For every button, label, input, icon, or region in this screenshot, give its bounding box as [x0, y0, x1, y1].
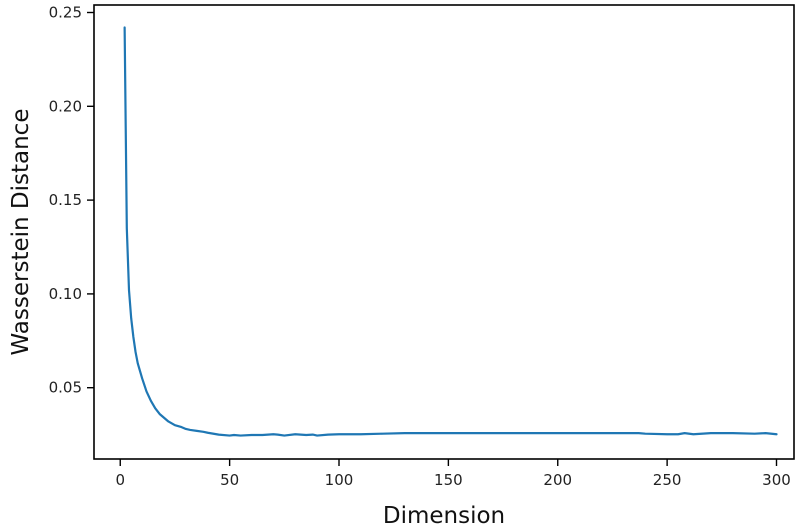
y-tick-label: 0.15: [49, 191, 82, 209]
y-axis-ticks: 0.05 0.10 0.15 0.20 0.25: [49, 4, 94, 397]
x-tick-label: 250: [653, 471, 682, 489]
axes-frame: [93, 4, 795, 460]
x-tick-label: 100: [325, 471, 354, 489]
x-tick-label: 200: [543, 471, 572, 489]
x-tick-label: 50: [220, 471, 239, 489]
x-axis-label: Dimension: [383, 503, 505, 525]
x-tick-label: 300: [762, 471, 791, 489]
x-tick-label: 150: [434, 471, 463, 489]
plot-area: 0 50 100 150 200 250 300 0.05 0.10 0.15 0.20 0.25: [49, 4, 795, 489]
x-axis-ticks: 0 50 100 150 200 250 300: [115, 459, 791, 489]
y-tick-label: 0.20: [49, 97, 82, 115]
y-axis-label: Wasserstein Distance: [8, 109, 34, 356]
series-line: [123, 26, 778, 437]
y-tick-label: 0.25: [49, 4, 82, 22]
y-tick-label: 0.10: [49, 285, 82, 303]
y-tick-label: 0.05: [49, 379, 82, 397]
x-tick-label: 0: [115, 471, 125, 489]
